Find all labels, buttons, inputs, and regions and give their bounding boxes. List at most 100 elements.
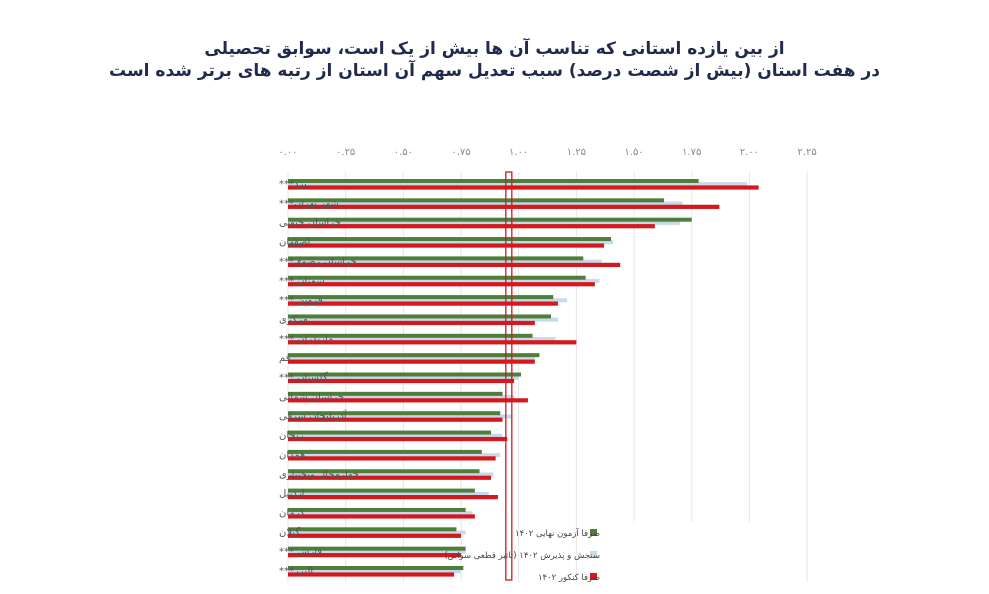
- chart-title-line2: در هفت استان (بیش از شصت درصد) سبب تعدیل…: [108, 61, 881, 81]
- category-row: مازندران ***: [279, 333, 577, 345]
- bar: [288, 278, 600, 283]
- x-tick-label: ۰.۲۵: [336, 147, 355, 158]
- bar: [288, 259, 602, 264]
- category-label: شهر تهران***: [279, 198, 339, 209]
- bar: [288, 282, 595, 287]
- bar: [288, 275, 586, 280]
- category-label: زنجان: [279, 431, 304, 442]
- bar: [288, 224, 655, 229]
- bar: [288, 340, 577, 345]
- bar: [288, 449, 482, 454]
- bar: [288, 433, 503, 438]
- bar: [288, 533, 462, 538]
- category-label: سمنان ***: [279, 276, 325, 287]
- bar: [288, 256, 584, 261]
- category-label: یزد***: [279, 179, 307, 190]
- category-row: چهارمحال وبختیاری: [279, 469, 494, 480]
- bar: [288, 507, 466, 512]
- category-row: مرکزی: [279, 314, 558, 325]
- bar: [288, 527, 457, 532]
- bar: [288, 201, 683, 206]
- bar: [288, 298, 568, 303]
- bar: [288, 456, 496, 461]
- bar: [288, 553, 462, 558]
- x-tick-label: ۰.۵۰: [394, 147, 413, 158]
- category-label: البرز***: [279, 566, 313, 577]
- bar: [288, 198, 665, 203]
- bar: [288, 372, 522, 377]
- bar: [288, 566, 464, 570]
- bar: [288, 436, 508, 442]
- bar: [288, 491, 489, 496]
- bar: [288, 182, 748, 187]
- category-row: آذربایجان شرقی: [279, 409, 512, 422]
- category-label: فارس ***: [279, 547, 322, 558]
- x-tick-label: ۱.۲۵: [567, 147, 586, 158]
- x-tick-label: ۱.۵۰: [624, 147, 643, 158]
- bar: [288, 359, 535, 364]
- bar: [288, 488, 475, 493]
- bar: [288, 569, 462, 574]
- bar: [288, 262, 621, 267]
- category-label: خراسان جنوبی: [279, 218, 341, 229]
- bar: [288, 353, 540, 358]
- category-row: خراسان جنوبی: [279, 217, 692, 229]
- category-row: گلستان ***: [279, 372, 522, 384]
- bar: [288, 320, 535, 326]
- chart-title-line1: از بین یازده استانی که تناسب آن ها بیش ا…: [204, 39, 785, 59]
- category-row: قم: [279, 353, 540, 364]
- category-row: قزوین ***: [279, 295, 568, 306]
- bar: [288, 333, 533, 338]
- bar: [288, 375, 519, 380]
- bar: [288, 220, 681, 225]
- category-label: اردبیل: [279, 489, 304, 500]
- bar: [288, 414, 512, 419]
- category-row: خراسان شمالی: [279, 391, 528, 403]
- legend-label: سنجش و پذیرش ۱۴۰۲ (تاثیر قطعی سوابق): [444, 551, 600, 561]
- bar: [288, 546, 466, 551]
- bar: [288, 514, 475, 519]
- category-label: گلستان ***: [279, 372, 328, 384]
- bar: [288, 469, 480, 474]
- category-label: خراسان شمالی: [279, 392, 344, 403]
- category-row: زنجان: [279, 430, 508, 442]
- category-label: قم: [279, 353, 291, 364]
- legend-swatch: [590, 551, 597, 558]
- bar: [288, 185, 759, 190]
- category-row: اصفهان: [279, 237, 614, 248]
- x-tick-label: ۰.۰۰: [278, 147, 297, 158]
- legend-background: [584, 522, 774, 588]
- bar: [288, 317, 558, 322]
- category-label: گیلان: [279, 526, 300, 538]
- bar: [288, 217, 692, 222]
- bar: [288, 391, 503, 396]
- category-row: خراسان رضوی***: [279, 256, 621, 267]
- category-label: قزوین ***: [279, 295, 323, 306]
- category-row: همدان: [279, 449, 501, 461]
- highlight-box: [505, 171, 513, 581]
- legend-swatch: [590, 529, 597, 536]
- category-row: شهر تهران***: [279, 198, 720, 209]
- bar: [288, 549, 466, 554]
- category-row: کرمان: [279, 507, 475, 519]
- bar: [288, 204, 720, 209]
- category-row: سمنان ***: [279, 275, 600, 287]
- bar: [288, 472, 494, 477]
- bar: [288, 395, 515, 400]
- bar: [288, 240, 614, 245]
- bar: [288, 295, 554, 300]
- bar: [288, 243, 605, 248]
- bar: [288, 495, 498, 500]
- bar: [288, 398, 528, 403]
- bar: [288, 301, 558, 306]
- category-label: خراسان رضوی***: [279, 256, 357, 267]
- bar: [288, 237, 611, 242]
- bar: [288, 530, 466, 535]
- bar: [288, 179, 699, 183]
- category-row: اردبیل: [279, 488, 498, 500]
- x-tick-label: ۲.۲۵: [797, 147, 816, 158]
- bar: [288, 453, 501, 458]
- bar: [288, 572, 455, 577]
- legend-swatch: [590, 573, 597, 580]
